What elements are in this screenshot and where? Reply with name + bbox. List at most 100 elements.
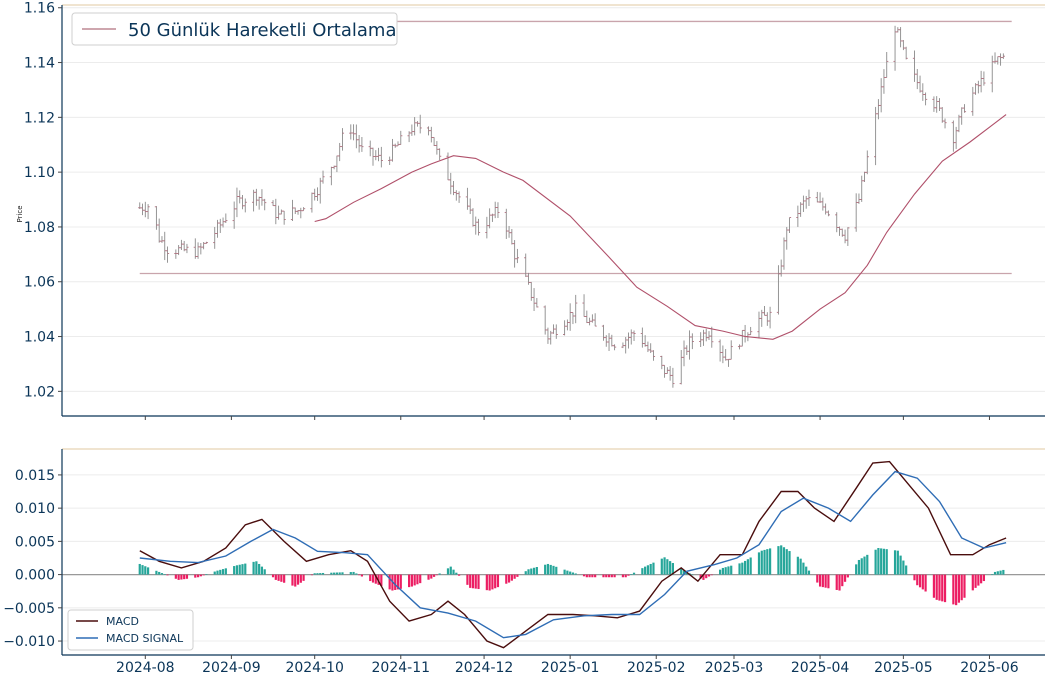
histogram-bar-positive: [333, 572, 336, 575]
histogram-bar-positive: [744, 560, 747, 575]
histogram-bar-positive: [757, 552, 761, 575]
histogram-bar-negative: [613, 574, 616, 578]
histogram-bar-positive: [146, 567, 150, 575]
histogram-bar-negative: [918, 574, 922, 588]
histogram-bar-negative: [199, 574, 202, 577]
histogram-bar-negative: [835, 574, 838, 590]
x-tick-label: 2024-12: [455, 660, 514, 676]
price-gridlines: [62, 7, 1045, 392]
histogram-bar-negative: [388, 574, 391, 590]
histogram-bar-negative: [491, 574, 494, 590]
histogram-bar-negative: [505, 574, 508, 584]
histogram-bar-positive: [660, 558, 663, 575]
price-y-axis-label: Price: [16, 205, 24, 222]
price-axes: [61, 4, 1045, 417]
histogram-bar-negative: [585, 574, 588, 578]
histogram-bar-positive: [807, 570, 811, 575]
histogram-bar-positive: [335, 572, 339, 575]
histogram-bar-positive: [252, 561, 255, 575]
histogram-bar-positive: [724, 567, 727, 575]
histogram-bar-positive: [719, 569, 722, 575]
histogram-bar-positive: [155, 570, 158, 575]
histogram-bar-positive: [446, 568, 450, 575]
histogram-bar-negative: [377, 574, 380, 585]
histogram-bar-negative: [955, 574, 958, 606]
histogram-bar-positive: [224, 568, 227, 575]
histogram-bar-negative: [924, 574, 927, 592]
histogram-bar-negative: [843, 574, 847, 582]
histogram-bar-negative: [369, 574, 372, 582]
histogram-bar-negative: [360, 574, 363, 577]
histogram-bar-positive: [896, 550, 899, 575]
histogram-bar-negative: [710, 574, 713, 576]
histogram-bar-positive: [788, 551, 791, 575]
histogram-bar-negative: [960, 574, 963, 601]
histogram-bar-positive: [860, 558, 863, 575]
histogram-bar-positive: [685, 571, 688, 575]
x-tick-label: 2024-08: [116, 660, 175, 676]
histogram-bar-negative: [935, 574, 938, 600]
histogram-bar-negative: [358, 574, 361, 576]
histogram-bar-negative: [435, 574, 438, 576]
histogram-bar-negative: [271, 574, 275, 578]
histogram-bar-positive: [141, 565, 144, 575]
histogram-bar-positive: [760, 550, 763, 575]
histogram-bar-positive: [899, 555, 902, 575]
histogram-bar-negative: [427, 574, 430, 580]
histogram-bar-negative: [507, 574, 511, 583]
histogram-bar-negative: [821, 574, 824, 588]
histogram-bar-negative: [816, 574, 819, 583]
histogram-bar-positive: [991, 574, 994, 575]
histogram-bar-positive: [549, 564, 552, 575]
histogram-bar-positive: [138, 563, 141, 575]
histogram-bar-negative: [818, 574, 822, 587]
histogram-bar-negative: [516, 574, 519, 577]
histogram-bar-negative: [982, 574, 986, 582]
histogram-bar-negative: [846, 574, 849, 578]
histogram-bar-negative: [602, 574, 605, 578]
histogram-bar-positive: [882, 548, 886, 575]
histogram-bar-negative: [494, 574, 497, 589]
histogram-bar-positive: [563, 569, 566, 575]
histogram-bar-negative: [166, 574, 169, 576]
histogram-bar-positive: [644, 566, 647, 575]
histogram-bar-negative: [196, 574, 200, 578]
histogram-bar-negative: [408, 574, 411, 588]
histogram-bar-negative: [621, 574, 625, 578]
histogram-bar-negative: [485, 574, 488, 591]
histogram-bar-positive: [777, 546, 780, 575]
histogram-bar-negative: [194, 574, 197, 578]
price-y-tick-label: 1.14: [24, 56, 55, 72]
histogram-bar-positive: [569, 571, 572, 575]
histogram-bar-negative: [977, 574, 980, 586]
histogram-bar-negative: [371, 574, 375, 583]
histogram-bar-positive: [319, 573, 322, 575]
histogram-bar-positive: [552, 565, 555, 575]
macd-y-ticks: −0.010 −0.005 0.000 0.005 0.010 0.015: [3, 468, 62, 650]
histogram-bar-negative: [283, 574, 286, 583]
histogram-bar-negative: [971, 574, 974, 591]
histogram-bar-positive: [855, 564, 858, 575]
x-tick-label: 2025-04: [791, 660, 850, 676]
histogram-bar-positive: [530, 568, 533, 575]
histogram-bar-positive: [524, 571, 527, 575]
histogram-bar-negative: [943, 574, 947, 603]
histogram-bar-negative: [952, 574, 955, 605]
histogram-bar-negative: [180, 574, 183, 580]
histogram-bar-positive: [902, 560, 905, 575]
histogram-bar-negative: [177, 574, 180, 580]
x-tick-label: 2024-11: [372, 660, 431, 676]
histogram-bar-positive: [999, 570, 1002, 575]
price-y-tick-label: 1.02: [24, 384, 55, 400]
histogram-bar-positive: [338, 572, 341, 575]
histogram-bar-positive: [221, 569, 225, 575]
histogram-bar-positive: [352, 571, 355, 575]
price-y-ticks: 1.02 1.04 1.06 1.08 1.10 1.12 1.14 1.16: [24, 1, 62, 400]
histogram-bar-positive: [874, 549, 877, 575]
histogram-bar-negative: [705, 574, 708, 579]
histogram-bar-negative: [488, 574, 491, 591]
price-reference-lines: [139, 20, 1012, 275]
histogram-bar-positive: [780, 545, 783, 575]
macd-lines: [139, 460, 1007, 649]
histogram-bar-positive: [641, 568, 644, 575]
